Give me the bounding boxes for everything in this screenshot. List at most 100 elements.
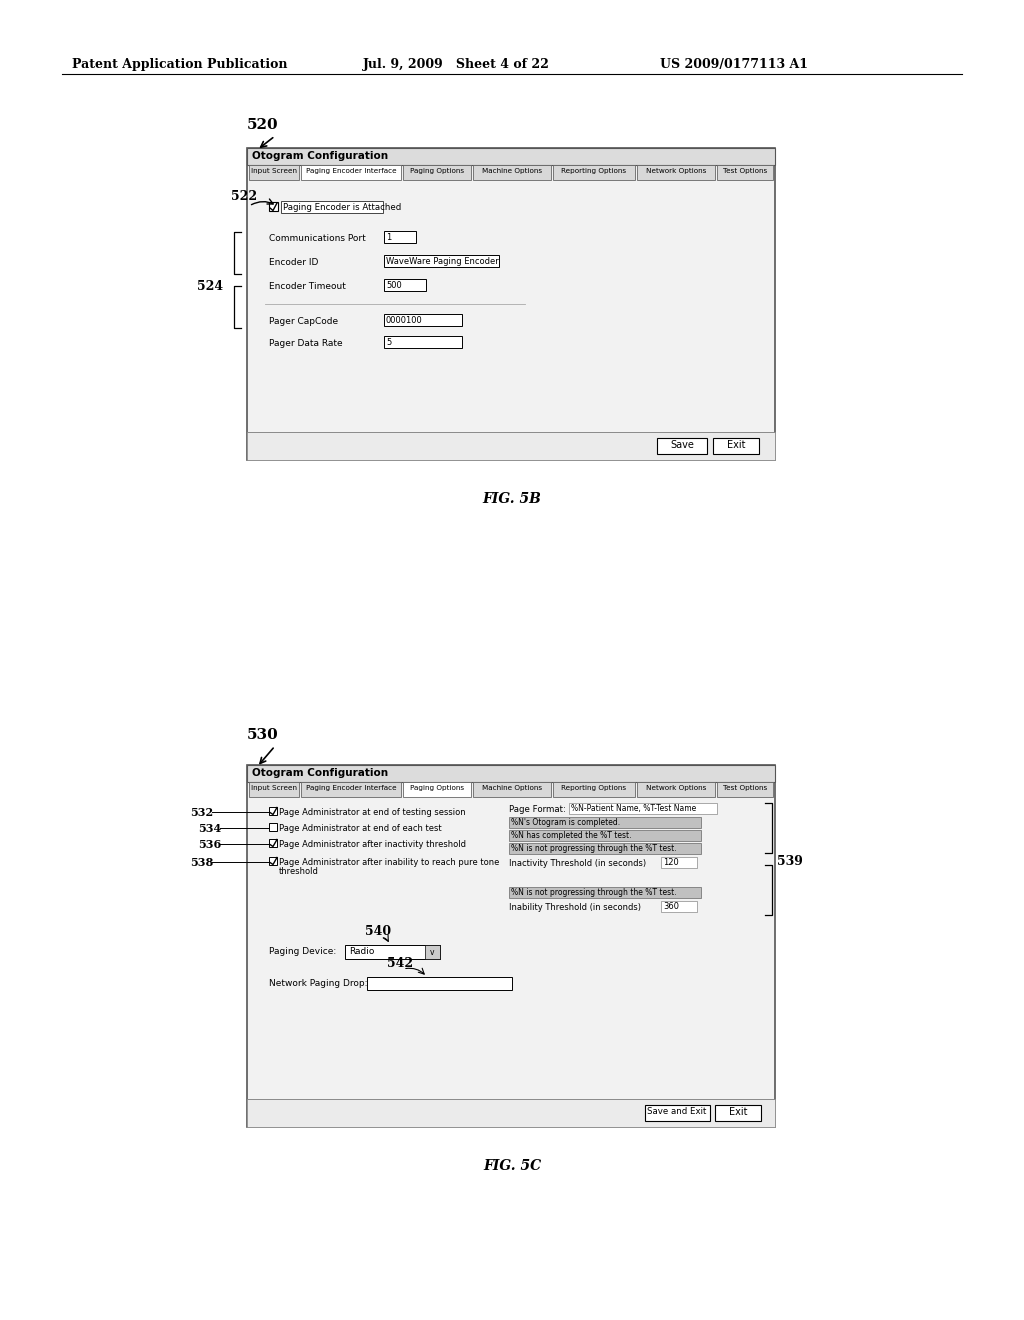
Bar — [403, 165, 471, 180]
Bar — [247, 766, 775, 781]
Text: 538: 538 — [190, 857, 213, 869]
Text: %N is not progressing through the %T test.: %N is not progressing through the %T tes… — [511, 843, 677, 853]
Bar — [384, 255, 499, 267]
Bar — [269, 857, 278, 865]
Text: Pager CapCode: Pager CapCode — [269, 317, 338, 326]
Bar — [403, 781, 471, 797]
Bar — [662, 857, 697, 869]
Bar — [269, 202, 278, 211]
Text: Inability Threshold (in seconds): Inability Threshold (in seconds) — [509, 903, 641, 912]
Text: Encoder Timeout: Encoder Timeout — [269, 282, 346, 290]
Text: Reporting Options: Reporting Options — [561, 168, 627, 174]
Text: 500: 500 — [386, 281, 401, 290]
Bar — [657, 438, 707, 454]
Text: %N is not progressing through the %T test.: %N is not progressing through the %T tes… — [511, 888, 677, 898]
Bar — [473, 781, 551, 797]
Bar — [367, 977, 512, 990]
Text: 540: 540 — [365, 925, 391, 939]
Text: %N has completed the %T test.: %N has completed the %T test. — [511, 832, 632, 840]
Bar — [509, 887, 701, 898]
Text: 524: 524 — [197, 280, 223, 293]
Bar — [645, 1105, 710, 1121]
Text: 522: 522 — [231, 190, 257, 203]
Text: 534: 534 — [198, 822, 221, 834]
Bar — [247, 766, 775, 1127]
Bar — [569, 803, 717, 814]
Text: Network Paging Drop:: Network Paging Drop: — [269, 979, 368, 987]
Bar — [247, 148, 775, 459]
Text: Machine Options: Machine Options — [482, 168, 542, 174]
Bar — [249, 165, 299, 180]
Bar — [301, 165, 401, 180]
Bar — [345, 945, 440, 960]
Bar — [384, 314, 462, 326]
Text: Patent Application Publication: Patent Application Publication — [72, 58, 288, 71]
Bar — [384, 231, 416, 243]
Text: Save: Save — [670, 440, 694, 450]
Text: threshold: threshold — [279, 867, 318, 876]
Bar — [713, 438, 759, 454]
Text: 536: 536 — [198, 840, 221, 850]
Text: Exit: Exit — [727, 440, 745, 450]
Text: Paging Encoder Interface: Paging Encoder Interface — [306, 785, 396, 791]
Text: Reporting Options: Reporting Options — [561, 785, 627, 791]
Bar — [509, 843, 701, 854]
Bar — [553, 781, 635, 797]
Text: Page Administrator at end of each test: Page Administrator at end of each test — [279, 824, 441, 833]
Text: %N's Otogram is completed.: %N's Otogram is completed. — [511, 818, 621, 828]
Text: Input Screen: Input Screen — [251, 168, 297, 174]
Bar — [384, 279, 426, 290]
Bar — [662, 902, 697, 912]
Text: 1: 1 — [386, 234, 391, 242]
Bar — [425, 945, 440, 960]
Bar — [247, 148, 775, 165]
Text: 532: 532 — [190, 807, 213, 818]
Text: WaveWare Paging Encoder: WaveWare Paging Encoder — [386, 257, 499, 267]
Bar — [553, 165, 635, 180]
Text: FIG. 5C: FIG. 5C — [483, 1159, 541, 1173]
Bar — [384, 337, 462, 348]
Text: US 2009/0177113 A1: US 2009/0177113 A1 — [660, 58, 808, 71]
Text: Paging Device:: Paging Device: — [269, 946, 336, 956]
Text: 542: 542 — [387, 957, 413, 970]
Bar — [637, 165, 715, 180]
Text: 120: 120 — [663, 858, 679, 867]
Text: Communications Port: Communications Port — [269, 234, 366, 243]
Text: v: v — [430, 948, 434, 957]
Text: Page Format:: Page Format: — [509, 805, 566, 814]
Text: Network Options: Network Options — [646, 168, 707, 174]
Text: Otogram Configuration: Otogram Configuration — [252, 768, 388, 777]
Text: Test Options: Test Options — [723, 785, 767, 791]
Text: Save and Exit: Save and Exit — [647, 1107, 707, 1115]
Text: Page Administrator at end of testing session: Page Administrator at end of testing ses… — [279, 808, 466, 817]
Text: Radio: Radio — [349, 946, 375, 956]
Text: Network Options: Network Options — [646, 785, 707, 791]
Text: 0000100: 0000100 — [386, 315, 423, 325]
Bar — [269, 822, 278, 832]
Text: Machine Options: Machine Options — [482, 785, 542, 791]
Text: 539: 539 — [777, 855, 803, 869]
Bar — [715, 1105, 761, 1121]
Text: Inactivity Threshold (in seconds): Inactivity Threshold (in seconds) — [509, 859, 646, 869]
Text: Otogram Configuration: Otogram Configuration — [252, 150, 388, 161]
Bar — [473, 165, 551, 180]
Text: FIG. 5B: FIG. 5B — [482, 492, 542, 506]
Bar — [717, 781, 773, 797]
Text: Test Options: Test Options — [723, 168, 767, 174]
Text: Paging Options: Paging Options — [410, 785, 464, 791]
Text: 360: 360 — [663, 902, 679, 911]
Text: Jul. 9, 2009   Sheet 4 of 22: Jul. 9, 2009 Sheet 4 of 22 — [362, 58, 550, 71]
Text: Exit: Exit — [729, 1107, 748, 1117]
Bar — [247, 1100, 775, 1127]
Bar — [301, 781, 401, 797]
Text: Page Administrator after inactivity threshold: Page Administrator after inactivity thre… — [279, 840, 466, 849]
Bar — [281, 201, 383, 213]
Text: Input Screen: Input Screen — [251, 785, 297, 791]
Text: 5: 5 — [386, 338, 391, 347]
Text: Pager Data Rate: Pager Data Rate — [269, 339, 343, 348]
Text: Paging Options: Paging Options — [410, 168, 464, 174]
Bar — [509, 817, 701, 828]
Bar — [637, 781, 715, 797]
Text: Page Administrator after inability to reach pure tone: Page Administrator after inability to re… — [279, 858, 500, 867]
Bar — [247, 432, 775, 459]
